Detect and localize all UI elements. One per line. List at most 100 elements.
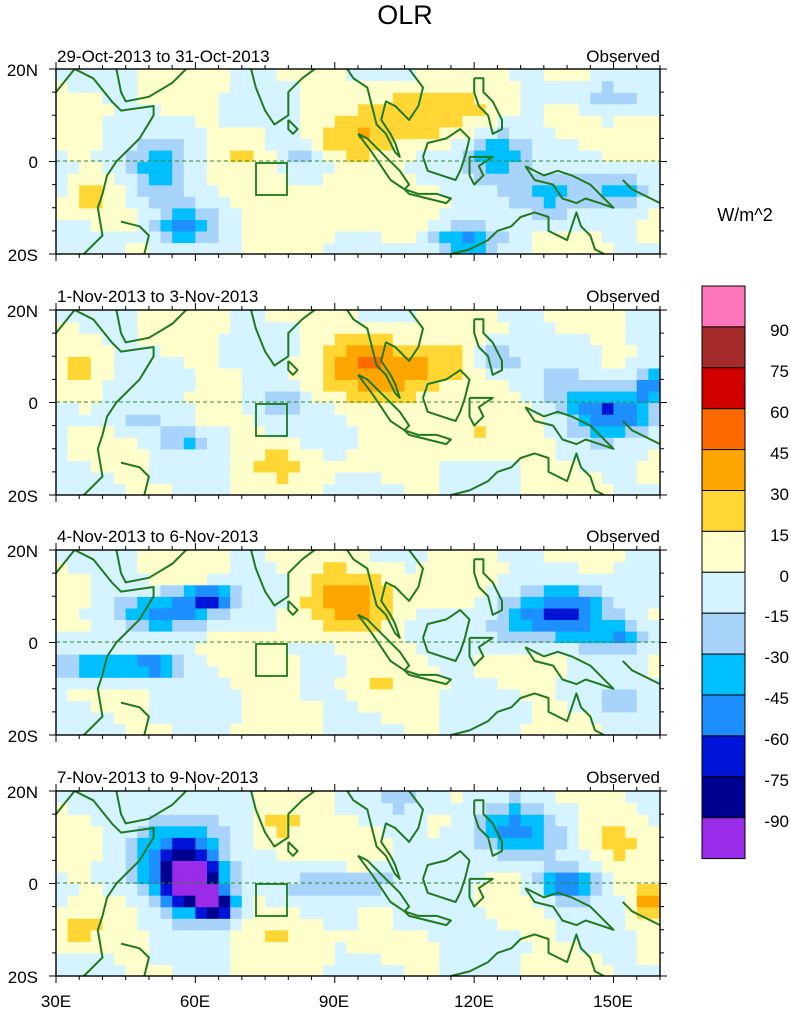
anomaly-cell — [578, 550, 591, 563]
anomaly-cell — [474, 230, 487, 244]
anomaly-cell — [485, 437, 498, 450]
anomaly-cell — [241, 126, 254, 139]
anomaly-cell — [79, 80, 92, 93]
anomaly-cell — [230, 230, 243, 244]
anomaly-cell — [172, 825, 185, 838]
anomaly-cell — [90, 402, 103, 415]
anomaly-cell — [218, 665, 231, 678]
anomaly-cell — [288, 219, 301, 232]
anomaly-cell — [79, 665, 92, 678]
anomaly-cell — [172, 860, 185, 873]
anomaly-cell — [358, 483, 371, 495]
anomaly-cell — [578, 802, 591, 815]
anomaly-cell — [613, 723, 626, 735]
anomaly-cell — [311, 677, 324, 690]
anomaly-cell — [230, 207, 243, 220]
anomaly-cell — [137, 906, 150, 919]
anomaly-cell — [207, 825, 220, 838]
anomaly-cell — [114, 437, 127, 450]
anomaly-cell — [137, 161, 150, 174]
anomaly-cell — [299, 367, 313, 380]
anomaly-cell — [148, 918, 162, 931]
anomaly-cell — [578, 219, 591, 232]
anomaly-cell — [102, 619, 115, 632]
anomaly-cell — [172, 665, 185, 678]
anomaly-cell — [160, 665, 173, 678]
anomaly-cell — [450, 906, 464, 919]
anomaly-cell — [625, 425, 638, 438]
anomaly-cell — [346, 607, 359, 620]
anomaly-cell — [590, 310, 603, 323]
anomaly-cell — [172, 437, 185, 450]
anomaly-cell — [346, 964, 359, 976]
anomaly-cell — [520, 584, 533, 597]
anomaly-cell — [311, 860, 324, 873]
anomaly-cell — [276, 848, 289, 861]
anomaly-cell — [636, 310, 649, 323]
anomaly-cell — [520, 837, 533, 850]
anomaly-cell — [148, 791, 162, 804]
anomaly-cell — [102, 964, 115, 976]
anomaly-cell — [265, 402, 278, 415]
anomaly-cell — [439, 964, 452, 976]
anomaly-cell — [543, 242, 556, 254]
anomaly-cell — [439, 860, 452, 873]
anomaly-cell — [311, 471, 324, 485]
anomaly-cell — [509, 471, 522, 485]
anomaly-cell — [613, 344, 626, 357]
anomaly-cell — [636, 173, 649, 186]
anomaly-cell — [160, 344, 173, 357]
x-tick-label-90e: 90E — [319, 992, 349, 1011]
anomaly-cell — [625, 654, 638, 667]
anomaly-cell — [346, 837, 359, 850]
anomaly-cell — [520, 460, 533, 473]
anomaly-cell — [416, 69, 429, 82]
anomaly-cell — [520, 92, 533, 105]
anomaly-cell — [311, 379, 324, 392]
anomaly-cell — [590, 561, 603, 574]
anomaly-cell — [311, 80, 324, 93]
anomaly-cell — [450, 184, 464, 197]
anomaly-cell — [590, 92, 603, 105]
anomaly-cell — [346, 573, 359, 586]
anomaly-cell — [416, 906, 429, 919]
anomaly-cell — [323, 895, 336, 908]
anomaly-cell — [253, 848, 266, 861]
anomaly-cell — [311, 103, 324, 116]
anomaly-cell — [590, 321, 603, 334]
anomaly-cell — [137, 941, 150, 954]
anomaly-cell — [497, 80, 510, 93]
anomaly-cell — [509, 700, 522, 713]
anomaly-cell — [160, 103, 173, 116]
anomaly-cell — [67, 619, 80, 632]
anomaly-cell — [636, 677, 649, 690]
anomaly-cell — [520, 219, 533, 232]
anomaly-cell — [509, 619, 522, 632]
anomaly-cell — [450, 918, 464, 931]
anomaly-cell — [172, 642, 185, 655]
anomaly-cell — [485, 700, 498, 713]
anomaly-cell — [509, 607, 522, 620]
anomaly-cell — [276, 80, 289, 93]
anomaly-cell — [148, 448, 162, 461]
anomaly-cell — [532, 437, 545, 450]
anomaly-cell — [520, 321, 533, 334]
anomaly-cell — [532, 310, 545, 323]
anomaly-cell — [148, 138, 162, 151]
anomaly-cell — [532, 825, 545, 838]
anomaly-cell — [532, 242, 545, 254]
anomaly-cell — [172, 344, 185, 357]
anomaly-cell — [183, 711, 196, 725]
anomaly-cell — [67, 356, 80, 369]
anomaly-cell — [207, 688, 220, 701]
anomaly-cell — [555, 871, 568, 885]
anomaly-cell — [56, 906, 69, 919]
anomaly-cell — [207, 173, 220, 186]
anomaly-cell — [578, 607, 591, 620]
coastline-segment — [524, 887, 615, 931]
anomaly-cell — [358, 333, 371, 346]
anomaly-cell — [276, 460, 289, 473]
anomaly-cell — [195, 802, 208, 815]
anomaly-cell — [648, 333, 660, 346]
anomaly-cell — [358, 677, 371, 690]
